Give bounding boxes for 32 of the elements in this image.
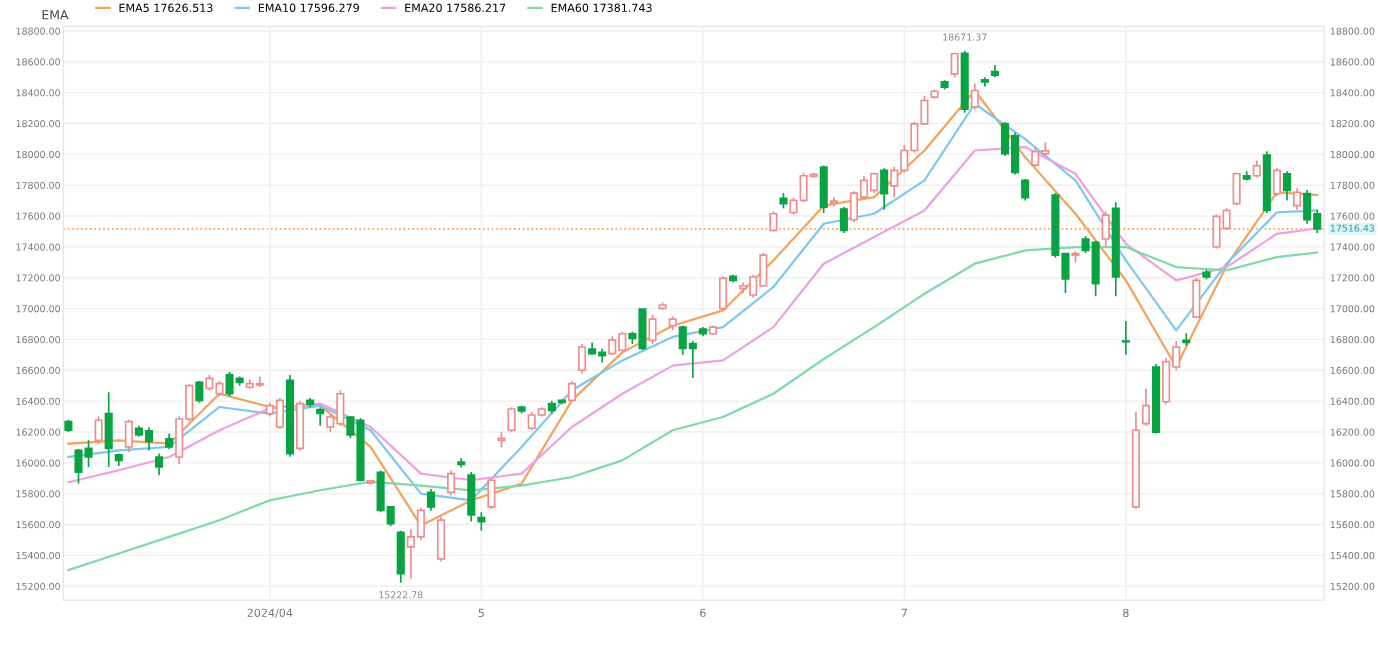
candlestick (718, 275, 728, 311)
candlestick (1021, 178, 1030, 202)
candlestick (195, 380, 204, 404)
candlestick (507, 406, 516, 433)
candlestick (648, 313, 657, 345)
candlestick (970, 82, 979, 111)
candlestick (1141, 387, 1151, 427)
candlestick (880, 167, 889, 211)
candlestick (839, 205, 848, 234)
candlestick (467, 471, 476, 523)
candlestick (819, 164, 828, 214)
candlestick (124, 418, 133, 453)
candlestick (577, 343, 587, 375)
candlestick (104, 391, 113, 468)
candlestick (477, 511, 486, 532)
line-series (67, 245, 1319, 572)
candlestick (1192, 276, 1201, 319)
candlestick (950, 51, 959, 79)
candlestick (155, 452, 164, 476)
candlestick (295, 400, 305, 452)
candlestick (396, 529, 405, 584)
candlestick (1282, 170, 1292, 202)
candlestick (1272, 167, 1281, 197)
candlestick (316, 406, 325, 427)
candlestick (426, 488, 436, 512)
candlestick (487, 477, 496, 510)
candlestick (447, 469, 456, 497)
candlestick (1121, 320, 1130, 356)
candlestick (94, 415, 103, 446)
candlestick (1101, 210, 1110, 248)
candlestick (436, 515, 446, 563)
candlestick (1293, 187, 1302, 211)
